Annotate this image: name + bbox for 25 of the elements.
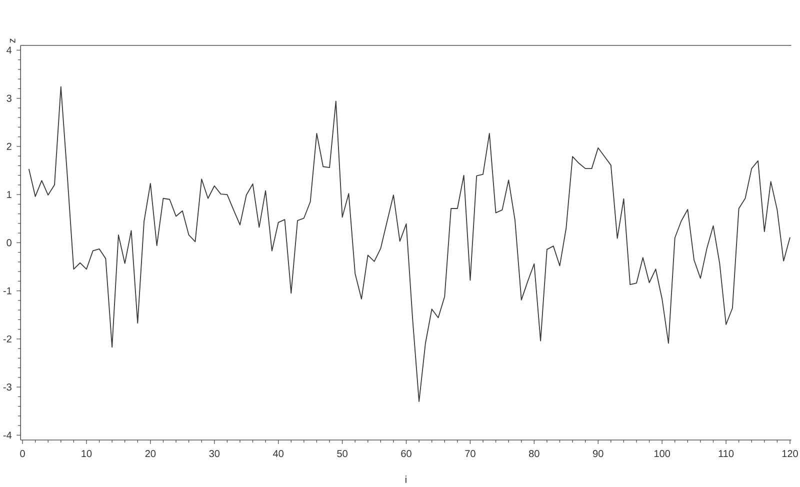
x-tick-label: 50 — [337, 450, 348, 458]
x-axis-title: i — [405, 476, 406, 483]
x-tick-label: 80 — [529, 450, 540, 458]
x-tick-label: 90 — [593, 450, 604, 458]
y-tick-label: -3 — [3, 384, 12, 391]
x-tick-label: 100 — [654, 450, 670, 458]
y-tick-label: 1 — [7, 191, 12, 198]
y-tick-label: 0 — [6, 239, 12, 246]
line-series — [28, 86, 790, 402]
x-tick-label: 0 — [20, 450, 25, 458]
x-tick-label: 60 — [401, 450, 412, 458]
y-tick-label: 2 — [6, 142, 12, 150]
y-tick-label: -2 — [3, 335, 12, 342]
y-tick-label: -1 — [3, 287, 12, 294]
x-tick-label: 20 — [145, 450, 156, 458]
y-tick-label: 4 — [6, 46, 12, 54]
x-tick-label: 110 — [718, 450, 734, 458]
x-tick-label: 30 — [209, 450, 220, 458]
y-tick-label: -4 — [3, 432, 12, 439]
x-tick-label: 40 — [273, 450, 284, 458]
y-axis-title: z — [10, 38, 16, 43]
x-tick-label: 10 — [82, 450, 92, 458]
x-tick-label: 70 — [465, 450, 476, 458]
y-tick-label: 3 — [6, 94, 12, 102]
x-tick-label: 120 — [782, 450, 798, 458]
